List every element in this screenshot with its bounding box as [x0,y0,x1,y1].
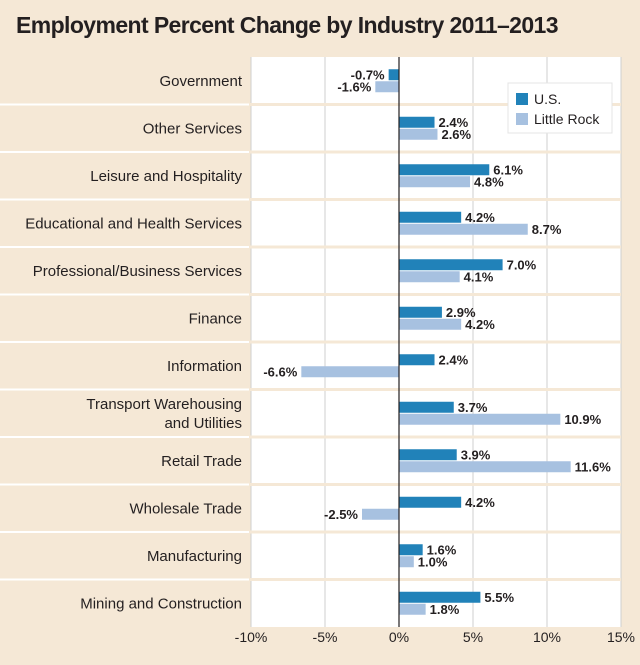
data-label: -1.6% [337,79,371,94]
category-label: Mining and Construction [80,595,242,612]
bar-little-rock [399,603,426,615]
data-label: 4.2% [465,495,495,510]
bar-us [399,354,435,366]
bar-little-rock [399,556,414,568]
data-label: 2.6% [441,127,471,142]
data-label: 8.7% [532,222,562,237]
category-label: Manufacturing [147,548,242,565]
legend-swatch-us [516,93,528,105]
bar-little-rock [301,366,399,378]
data-label: 2.4% [439,352,469,367]
bar-us [388,69,399,81]
data-label: 11.6% [575,459,612,474]
bar-us [399,306,442,318]
chart-title: Employment Percent Change by Industry 20… [16,12,559,38]
data-label: 2.4% [439,115,469,130]
category-label: Wholesale Trade [129,500,242,517]
legend-swatch-little-rock [516,113,528,125]
data-label: 1.8% [430,602,460,617]
bar-little-rock [399,128,438,140]
x-tick-label: 15% [607,629,635,645]
category-label: Government [159,73,242,90]
category-label: Educational and Health Services [25,215,242,232]
bar-little-rock [375,81,399,93]
bar-us [399,116,435,128]
category-label: Finance [189,310,242,327]
x-tick-label: -5% [313,629,338,645]
bar-little-rock [399,318,462,330]
data-label: 5.5% [484,590,514,605]
x-tick-label: 0% [389,629,409,645]
data-label: -2.5% [324,507,358,522]
data-label: 1.6% [427,542,457,557]
bar-little-rock [399,223,528,235]
data-label: 4.8% [474,174,504,189]
data-label: 7.0% [507,257,537,272]
bar-little-rock [399,176,471,188]
data-label: -6.6% [263,364,297,379]
bar-us [399,591,481,603]
bar-little-rock [362,508,399,520]
category-label: Transport Warehousing [86,396,242,413]
data-label: -0.7% [351,67,385,82]
legend-label: Little Rock [534,111,600,127]
legend-label: U.S. [534,91,561,107]
category-label: Leisure and Hospitality [90,168,242,185]
category-label: Other Services [143,120,242,137]
bar-us [399,211,462,223]
bar-us [399,496,462,508]
category-label: Retail Trade [161,453,242,470]
bar-us [399,449,457,461]
bar-us [399,401,454,413]
category-label: Information [167,358,242,375]
category-label: and Utilities [164,415,242,432]
data-label: 1.0% [418,554,448,569]
data-label: 2.9% [446,305,476,320]
bar-us [399,544,423,556]
x-tick-label: 10% [533,629,561,645]
data-label: 4.2% [465,210,495,225]
data-label: 4.1% [464,269,494,284]
category-label: Professional/Business Services [33,263,242,280]
x-tick-label: 5% [463,629,483,645]
bar-us [399,164,490,176]
data-label: 10.9% [564,412,601,427]
bar-little-rock [399,271,460,283]
bar-us [399,259,503,271]
x-tick-label: -10% [235,629,268,645]
data-label: 4.2% [465,317,495,332]
bar-little-rock [399,413,561,425]
data-label: 3.9% [461,447,491,462]
bar-little-rock [399,461,571,473]
data-label: 3.7% [458,400,488,415]
data-label: 6.1% [493,162,523,177]
